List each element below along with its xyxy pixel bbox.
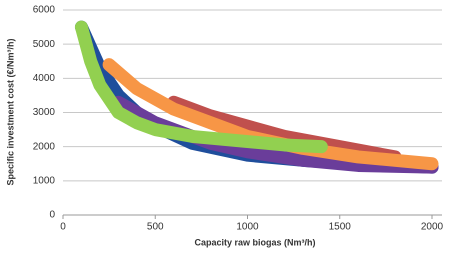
y-tick-label: 3000 <box>33 107 56 118</box>
y-tick-label: 0 <box>49 210 55 221</box>
y-tick-label: 1000 <box>33 175 56 186</box>
x-axis-label: Capacity raw biogas (Nm³/h) <box>194 237 315 247</box>
y-tick-label: 4000 <box>33 73 56 84</box>
y-tick-label: 6000 <box>33 5 56 16</box>
y-tick-label: 5000 <box>33 39 56 50</box>
curve <box>74 20 328 154</box>
x-tick-label: 1500 <box>329 222 352 233</box>
curve <box>102 58 439 171</box>
x-tick-label: 0 <box>60 222 66 233</box>
x-tick-label: 500 <box>147 222 164 233</box>
y-tick-label: 2000 <box>33 141 56 152</box>
x-tick-label: 1000 <box>236 222 259 233</box>
x-tick-label: 2000 <box>421 222 444 233</box>
y-axis-label: Specific investment cost (€/Nm³/h) <box>5 38 15 185</box>
